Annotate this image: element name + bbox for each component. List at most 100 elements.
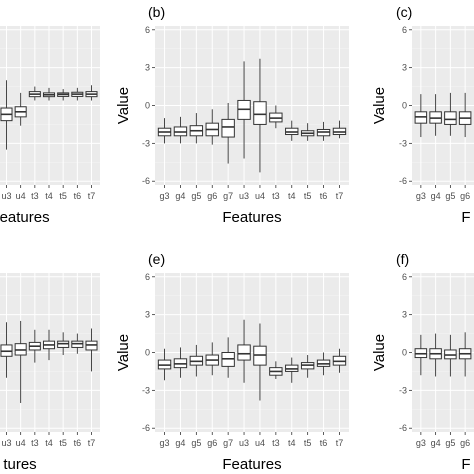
box-u4 bbox=[14, 92, 27, 126]
box-g5 bbox=[189, 113, 204, 144]
x-axis-title: Features bbox=[0, 209, 50, 226]
x-axis-title: F bbox=[461, 209, 470, 226]
y-tick-label: -3 bbox=[399, 385, 407, 395]
box-t4 bbox=[285, 120, 299, 141]
panel-label: (e) bbox=[148, 251, 165, 267]
y-tick-label: -3 bbox=[142, 138, 150, 148]
box-u4 bbox=[14, 320, 27, 403]
box-g7 bbox=[221, 102, 235, 164]
panel-a: u3 u4 t3 t4 t5 t6 t7 Features bbox=[0, 26, 100, 226]
x-tick-label: g6 bbox=[460, 191, 470, 201]
box-g6 bbox=[205, 109, 219, 145]
x-tick-label: g3 bbox=[416, 191, 426, 201]
box-g3 bbox=[157, 118, 172, 144]
box-t6 bbox=[316, 352, 331, 376]
box-body bbox=[221, 118, 235, 138]
x-tick-label: t5 bbox=[59, 191, 67, 201]
x-tick-label: g7 bbox=[223, 438, 233, 448]
x-tick-label: u3 bbox=[1, 191, 11, 201]
x-tick-label: g5 bbox=[191, 191, 201, 201]
x-tick-label: t3 bbox=[272, 191, 280, 201]
box-g3 bbox=[157, 348, 172, 381]
x-tick-label: u3 bbox=[239, 438, 249, 448]
box-t4 bbox=[42, 87, 56, 101]
x-tick-label: u3 bbox=[239, 191, 249, 201]
box-t7 bbox=[332, 348, 347, 373]
panel-c: -6 -3 0 3 6 g3 g4 g5 g6 F Value (c) bbox=[371, 4, 474, 226]
box-g6 bbox=[458, 92, 472, 138]
box-u3 bbox=[0, 80, 13, 150]
x-tick-label: g4 bbox=[175, 438, 185, 448]
x-tick-label: t7 bbox=[336, 438, 344, 448]
y-tick-label: 3 bbox=[402, 63, 407, 73]
x-tick-label: t7 bbox=[336, 191, 344, 201]
y-tick-label: 0 bbox=[402, 101, 407, 111]
x-axis-title: F bbox=[461, 456, 470, 473]
box-t6 bbox=[71, 333, 84, 354]
x-tick-label: t6 bbox=[320, 438, 328, 448]
box-t3 bbox=[269, 361, 283, 379]
box-t5 bbox=[57, 89, 70, 101]
x-tick-label: t5 bbox=[304, 438, 312, 448]
x-tick-label: u4 bbox=[16, 191, 26, 201]
box-u3 bbox=[237, 319, 251, 383]
x-tick-label: u3 bbox=[1, 438, 11, 448]
y-tick-label: -6 bbox=[142, 423, 150, 433]
x-tick-label: g3 bbox=[416, 438, 426, 448]
box-t6 bbox=[71, 87, 84, 101]
x-tick-label: u4 bbox=[16, 438, 26, 448]
y-tick-label: 6 bbox=[145, 272, 150, 282]
box-g6 bbox=[205, 342, 219, 376]
x-tick-label: t6 bbox=[320, 191, 328, 201]
y-tick-label: -3 bbox=[399, 138, 407, 148]
x-tick-label: t4 bbox=[288, 191, 296, 201]
box-t5 bbox=[300, 355, 315, 378]
y-axis-title: Value bbox=[115, 87, 132, 124]
box-u4 bbox=[253, 58, 267, 173]
y-axis-title: Value bbox=[371, 87, 388, 124]
box-body bbox=[253, 101, 267, 125]
y-tick-label: 3 bbox=[402, 310, 407, 320]
panel-e: -6 -3 0 3 6 g3 g4 g5 g6 g7 u3 u4 t3 t4 t5 t6 t7 Features V… bbox=[115, 251, 349, 473]
box-t7 bbox=[332, 120, 347, 139]
y-tick-label: 0 bbox=[145, 348, 150, 358]
x-tick-label: t7 bbox=[88, 438, 96, 448]
box-t5 bbox=[300, 123, 315, 141]
y-tick-label: 6 bbox=[402, 25, 407, 35]
x-tick-label: g6 bbox=[207, 191, 217, 201]
x-tick-label: t3 bbox=[272, 438, 280, 448]
box-body bbox=[237, 344, 251, 361]
box-g7 bbox=[221, 337, 235, 378]
x-tick-label: g5 bbox=[191, 438, 201, 448]
y-tick-label: 3 bbox=[145, 310, 150, 320]
panel-label: (f) bbox=[396, 251, 409, 267]
y-axis-title: Value bbox=[371, 334, 388, 371]
x-tick-label: g4 bbox=[431, 191, 441, 201]
x-tick-label: t3 bbox=[31, 438, 39, 448]
y-tick-label: 6 bbox=[145, 25, 150, 35]
x-axis-title: Features bbox=[222, 209, 281, 226]
y-axis-title: Value bbox=[115, 334, 132, 371]
panel-f: -6 -3 0 3 6 g3 g4 g5 g6 F Value (f) bbox=[371, 251, 474, 473]
x-tick-label: g5 bbox=[445, 438, 455, 448]
box-g4 bbox=[173, 347, 188, 378]
y-tick-label: -6 bbox=[399, 423, 407, 433]
y-tick-label: 6 bbox=[402, 272, 407, 282]
x-tick-label: u4 bbox=[255, 191, 265, 201]
box-t3 bbox=[269, 105, 283, 129]
box-t7 bbox=[85, 85, 98, 101]
x-axis-title: Features bbox=[222, 456, 281, 473]
x-tick-label: g4 bbox=[431, 438, 441, 448]
x-tick-label: t7 bbox=[88, 191, 96, 201]
box-g3 bbox=[414, 334, 428, 376]
box-t4 bbox=[42, 329, 56, 361]
box-t7 bbox=[85, 328, 98, 372]
x-tick-label: g3 bbox=[160, 438, 170, 448]
y-tick-label: 0 bbox=[145, 101, 150, 111]
panel-b: -6 -3 0 3 6 g3 g4 g5 g6 g7 u3 u4 t3 t4 t5 t6 t7 Features V… bbox=[115, 4, 349, 226]
box-t4 bbox=[285, 357, 299, 383]
box-u3 bbox=[237, 61, 251, 159]
box-g3 bbox=[414, 94, 428, 138]
box-body bbox=[444, 111, 457, 125]
